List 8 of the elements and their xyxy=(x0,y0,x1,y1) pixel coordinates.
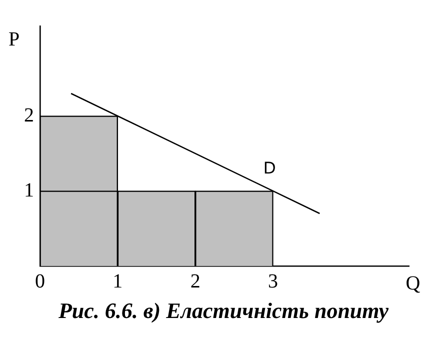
x-tick-label: 0 xyxy=(35,270,45,292)
x-tick-label: 3 xyxy=(268,270,278,292)
series-label: D xyxy=(264,158,276,178)
x-tick-label: 1 xyxy=(112,270,123,292)
x-tick-label: 2 xyxy=(190,270,200,292)
text: Рис. 6.6. в) Еластичність попиту xyxy=(57,298,390,324)
y-axis-title: P xyxy=(8,28,20,50)
x-axis-title: Q xyxy=(406,272,421,294)
